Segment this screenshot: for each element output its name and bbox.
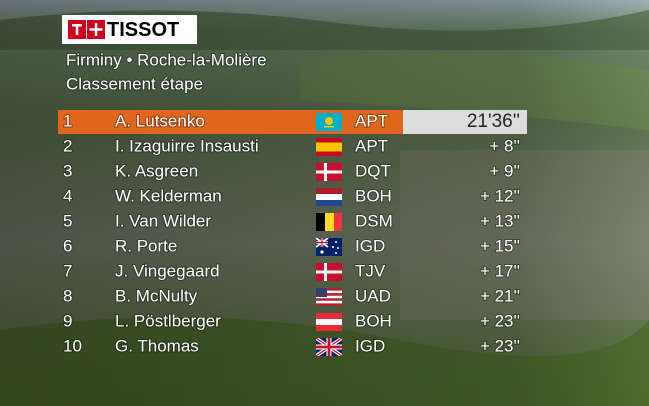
standings-row: 2 I. Izaguirre Insausti APT + 8''	[62, 135, 521, 156]
standings-row: 5 I. Van Wilder DSM + 13''	[62, 210, 521, 231]
time-gap: + 9''	[489, 161, 520, 180]
country-flag	[316, 138, 342, 156]
rank: 6	[63, 236, 72, 255]
team-code: BOH	[355, 186, 392, 205]
leader-time-box	[403, 110, 527, 134]
rider-name: K. Asgreen	[115, 161, 198, 180]
country-flag	[316, 313, 342, 331]
rank: 3	[63, 161, 72, 180]
time-gap: + 21''	[480, 286, 520, 305]
rank: 1	[63, 111, 72, 130]
team-code: UAD	[355, 286, 391, 305]
standings-row: 7 J. Vingegaard TJV + 17''	[62, 260, 521, 281]
team-code: APT	[355, 111, 388, 130]
time-gap: + 23''	[480, 336, 520, 355]
country-flag	[316, 288, 342, 306]
rank: 9	[63, 311, 72, 330]
leader-band	[58, 110, 403, 134]
rank: 4	[63, 186, 72, 205]
standings-row: 9 L. Pöstlberger BOH + 23''	[62, 310, 521, 331]
country-flag	[316, 213, 342, 231]
standings-table: 1 A. Lutsenko APT 21'36'' 2 I. Izaguirre Insa…	[58, 110, 527, 356]
rider-name: I. Izaguirre Insausti	[115, 136, 259, 155]
country-flag	[316, 263, 342, 281]
team-code: APT	[355, 136, 388, 155]
rank: 7	[63, 261, 72, 280]
time-gap: + 17''	[480, 261, 520, 280]
standings-row: 10 G. Thomas IGD + 23''	[62, 335, 521, 356]
country-flag	[316, 113, 342, 131]
rider-name: J. Vingegaard	[115, 261, 220, 280]
country-flag	[316, 163, 342, 181]
standings-row: 1 A. Lutsenko APT 21'36''	[58, 110, 527, 134]
country-flag	[316, 238, 342, 256]
rank: 8	[63, 286, 72, 305]
rider-name: A. Lutsenko	[115, 111, 205, 130]
standings-row: 4 W. Kelderman BOH + 12''	[62, 185, 521, 206]
team-code: DSM	[355, 211, 393, 230]
rider-name: G. Thomas	[115, 336, 199, 355]
time-gap: + 15''	[480, 236, 520, 255]
rank: 10	[63, 336, 82, 355]
time-gap: + 12''	[480, 186, 520, 205]
standings-row: 6 R. Porte IGD + 15''	[62, 235, 521, 256]
team-code: IGD	[355, 236, 385, 255]
rider-name: I. Van Wilder	[115, 211, 211, 230]
brand-logo: TISSOT	[62, 15, 197, 44]
team-code: IGD	[355, 336, 385, 355]
stage-name: Firminy • Roche-la-Molière	[66, 50, 267, 69]
time-gap: 21'36''	[467, 111, 520, 132]
time-gap: + 8''	[489, 136, 520, 155]
rank: 5	[63, 211, 72, 230]
team-code: DQT	[355, 161, 391, 180]
standings-row: 8 B. McNulty UAD + 21''	[62, 285, 521, 306]
time-gap: + 23''	[480, 311, 520, 330]
rider-name: B. McNulty	[115, 286, 198, 305]
rider-name: R. Porte	[115, 236, 177, 255]
rider-name: W. Kelderman	[115, 186, 222, 205]
brand-name: TISSOT	[107, 19, 179, 41]
rank: 2	[63, 136, 72, 155]
team-code: BOH	[355, 311, 392, 330]
team-code: TJV	[355, 261, 386, 280]
rider-name: L. Pöstlberger	[115, 311, 221, 330]
classification-title: Classement étape	[66, 74, 203, 93]
country-flag	[316, 338, 342, 356]
country-flag	[316, 188, 342, 206]
standings-row: 3 K. Asgreen DQT + 9''	[62, 160, 521, 181]
time-gap: + 13''	[480, 211, 520, 230]
